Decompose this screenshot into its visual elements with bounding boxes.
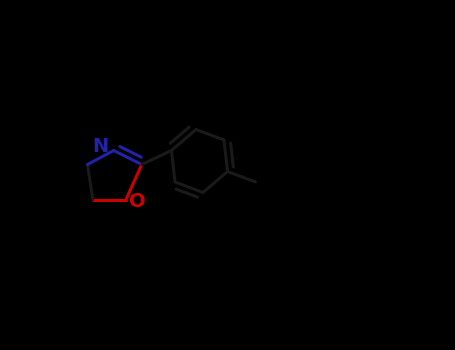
Text: N: N <box>92 138 108 156</box>
Text: O: O <box>130 192 146 211</box>
